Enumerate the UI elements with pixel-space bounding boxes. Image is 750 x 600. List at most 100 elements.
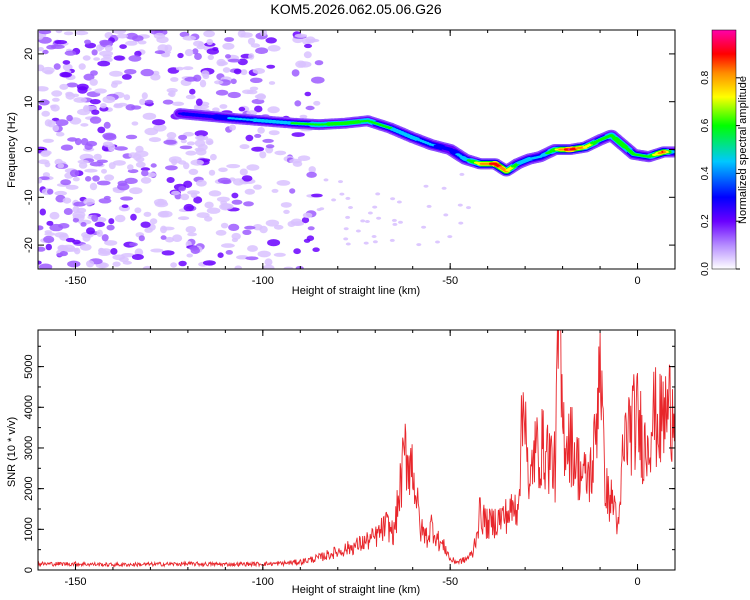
noise-blob [166, 88, 178, 93]
ridge-segment [241, 118, 247, 121]
noise-blob [46, 44, 57, 50]
noise-blob [267, 45, 281, 52]
noise-blob [306, 235, 315, 241]
noise-blob [108, 162, 116, 170]
noise-blob [128, 152, 138, 159]
x-tick-label: -150 [64, 576, 86, 588]
noise-blob [246, 164, 260, 171]
noise-blob [100, 103, 107, 109]
noise-blob [44, 232, 56, 236]
noise-blob [257, 250, 271, 258]
noise-blob [345, 242, 351, 246]
noise-blob [140, 221, 151, 228]
noise-blob [106, 224, 115, 231]
x-tick-label: -150 [64, 275, 86, 287]
noise-blob [42, 49, 49, 55]
noise-blob [51, 90, 63, 97]
noise-blob [457, 203, 463, 207]
colorbar-tick-label: 0.6 [700, 118, 711, 132]
noise-blob [249, 77, 263, 84]
noise-blob [207, 54, 214, 61]
noise-blob [297, 155, 311, 161]
colorbar-tick-label: 0.8 [700, 70, 711, 84]
noise-blob [289, 188, 296, 194]
noise-blob [196, 179, 207, 187]
noise-blob [188, 168, 199, 175]
noise-blob [49, 211, 60, 220]
noise-blob [125, 40, 138, 46]
ridge-segment [672, 150, 675, 153]
noise-blob [441, 186, 447, 190]
noise-blob [220, 222, 229, 229]
ridge-segment [282, 121, 288, 124]
noise-blob [142, 265, 152, 269]
noise-blob [39, 208, 46, 216]
noise-blob [54, 190, 67, 196]
noise-blob [273, 224, 284, 230]
noise-blob [74, 30, 89, 36]
noise-blob [59, 71, 71, 78]
noise-blob [122, 260, 132, 265]
noise-blob [268, 130, 280, 136]
noise-blob [130, 105, 142, 110]
noise-blob [89, 161, 104, 167]
noise-blob [153, 32, 166, 40]
x-tick-label: -50 [442, 275, 458, 287]
noise-blob [304, 91, 312, 97]
noise-blob [66, 82, 78, 88]
noise-blob [253, 184, 262, 190]
noise-blob [80, 138, 89, 146]
noise-blob [59, 233, 69, 241]
noise-blob [323, 178, 329, 182]
noise-blob [38, 99, 50, 106]
noise-blob [120, 196, 134, 201]
noise-blob [152, 119, 166, 126]
noise-blob [38, 263, 53, 269]
noise-blob [190, 159, 204, 166]
noise-blob [66, 114, 73, 122]
noise-blob [227, 91, 241, 99]
noise-blob [259, 225, 268, 234]
x-tick-label: -100 [252, 576, 274, 588]
noise-blob [249, 86, 259, 91]
y-tick-label: -20 [23, 237, 35, 253]
noise-blob [182, 66, 194, 71]
noise-blob [219, 104, 228, 109]
noise-blob [294, 33, 308, 38]
noise-blob [140, 68, 154, 77]
noise-blob [240, 69, 248, 76]
noise-blob [67, 260, 81, 268]
noise-blob [129, 187, 143, 195]
noise-blob [233, 68, 242, 75]
noise-blob [371, 235, 377, 238]
noise-blob [311, 193, 323, 198]
noise-blob [185, 150, 197, 156]
noise-blob [186, 253, 193, 258]
noise-blob [206, 207, 221, 214]
noise-blob [73, 97, 87, 103]
noise-blob [185, 226, 197, 233]
noise-blob [186, 141, 196, 146]
noise-blob [252, 68, 265, 74]
noise-blob [199, 79, 207, 88]
noise-blob [113, 55, 126, 61]
noise-blob [274, 150, 287, 156]
noise-blob [180, 193, 190, 201]
y-tick-label: 5000 [23, 354, 35, 378]
noise-blob [247, 245, 258, 252]
noise-blob [89, 116, 102, 124]
noise-blob [214, 80, 224, 85]
noise-blob [161, 53, 171, 58]
noise-blob [224, 37, 235, 42]
noise-blob [65, 237, 76, 243]
noise-blob [355, 229, 361, 233]
noise-blob [262, 264, 275, 269]
noise-blob [345, 215, 351, 219]
noise-blob [76, 83, 89, 91]
noise-blob [50, 104, 60, 112]
snr-series-layer [38, 330, 675, 568]
noise-blob [256, 93, 266, 101]
noise-blob [63, 31, 74, 36]
noise-blob [245, 256, 259, 261]
noise-blob [204, 201, 214, 209]
